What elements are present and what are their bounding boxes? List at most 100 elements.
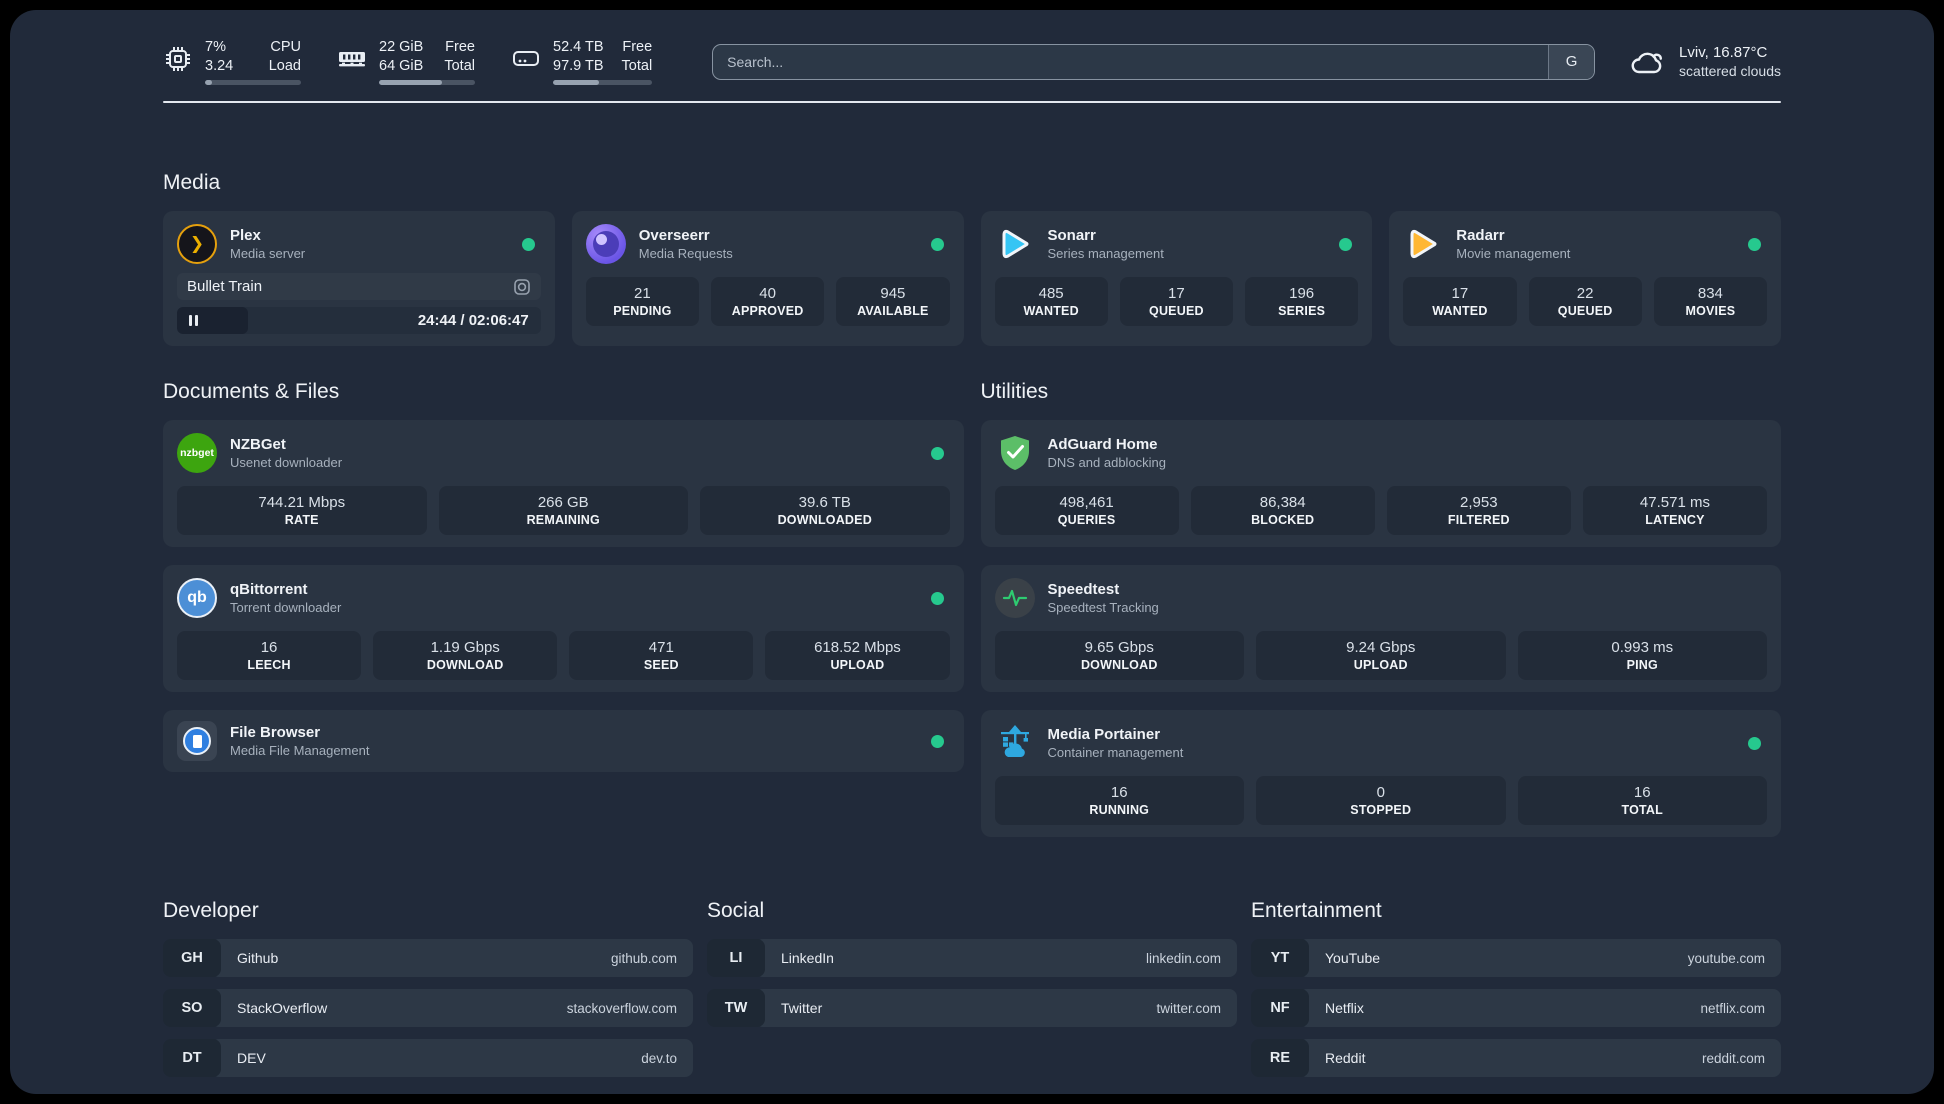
playback-progress-bar[interactable]: 24:44 / 02:06:47 bbox=[177, 307, 541, 335]
app-title: NZBGet bbox=[230, 436, 286, 454]
card-sonarr[interactable]: Sonarr Series management 485 WANTED 17 QUE… bbox=[980, 211, 1373, 347]
utilities-column: Utilities AdGuard Home DNS and adblockin… bbox=[980, 380, 1781, 838]
stat-chip: 16 RUNNING bbox=[994, 776, 1244, 826]
portainer-icon bbox=[1000, 725, 1029, 758]
app-subtitle: Media Requests bbox=[638, 246, 733, 262]
link-row-github[interactable]: GH Github github.com bbox=[163, 939, 693, 978]
status-dot-online bbox=[1339, 237, 1353, 251]
section-heading-documents: Documents & Files bbox=[163, 380, 340, 404]
stat-chip: 0.993 ms PING bbox=[1517, 631, 1767, 681]
system-stats: 7% 3.24 CPU Load bbox=[163, 38, 653, 86]
app-title: AdGuard Home bbox=[1047, 436, 1158, 454]
link-row-stackoverflow[interactable]: SO StackOverflow stackoverflow.com bbox=[163, 989, 693, 1028]
topbar-divider bbox=[163, 101, 1781, 104]
card-filebrowser[interactable]: File Browser Media File Management bbox=[163, 710, 964, 773]
section-heading-utilities: Utilities bbox=[980, 380, 1049, 404]
section-heading-media: Media bbox=[163, 171, 221, 195]
link-row-netflix[interactable]: NF Netflix netflix.com bbox=[1251, 989, 1781, 1028]
card-portainer[interactable]: Media Portainer Container management 16 R… bbox=[980, 710, 1781, 838]
now-playing-title: Bullet Train bbox=[187, 278, 263, 296]
disk-progress-bar bbox=[553, 80, 653, 86]
stat-chip: 17 QUEUED bbox=[1119, 277, 1233, 327]
card-plex[interactable]: ❯ Plex Media server Bullet Train 24:44 /… bbox=[163, 211, 555, 347]
disk-labels: Free Total bbox=[621, 39, 653, 74]
app-title: Media Portainer bbox=[1047, 726, 1161, 744]
link-bar[interactable]: YouTube youtube.com bbox=[1299, 939, 1781, 978]
app-subtitle: Series management bbox=[1047, 246, 1164, 262]
link-row-dev[interactable]: DT DEV dev.to bbox=[163, 1039, 693, 1078]
cpu-labels: CPU Load bbox=[268, 39, 301, 74]
link-bar[interactable]: Twitter twitter.com bbox=[755, 989, 1237, 1028]
cpu-icon bbox=[166, 47, 190, 71]
app-subtitle: Movie management bbox=[1456, 246, 1571, 262]
section-heading-entertainment: Entertainment bbox=[1251, 899, 1382, 923]
link-row-twitter[interactable]: TW Twitter twitter.com bbox=[707, 989, 1237, 1028]
app-subtitle: Container management bbox=[1047, 745, 1184, 761]
card-adguard[interactable]: AdGuard Home DNS and adblocking 498,461 Q… bbox=[980, 420, 1781, 548]
link-bar[interactable]: StackOverflow stackoverflow.com bbox=[211, 989, 693, 1028]
adguard-icon bbox=[1000, 436, 1029, 471]
link-tag: DT bbox=[163, 1039, 221, 1078]
app-title: Overseerr bbox=[638, 227, 710, 245]
link-tag: RE bbox=[1251, 1039, 1309, 1078]
ram-values: 22 GiB 64 GiB bbox=[379, 39, 424, 74]
app-title: Plex bbox=[230, 227, 261, 245]
link-bar[interactable]: Reddit reddit.com bbox=[1299, 1039, 1781, 1078]
link-row-linkedin[interactable]: LI LinkedIn linkedin.com bbox=[707, 939, 1237, 978]
stat-chip: 40 APPROVED bbox=[711, 277, 825, 327]
stat-chip: 86,384 BLOCKED bbox=[1190, 486, 1375, 536]
dashboard-panel: 7% 3.24 CPU Load bbox=[10, 10, 1934, 1094]
overseerr-icon bbox=[585, 224, 626, 265]
app-subtitle: Speedtest Tracking bbox=[1047, 600, 1159, 616]
entertainment-section: Entertainment YT YouTube youtube.com NF N… bbox=[1251, 899, 1781, 1089]
link-bar[interactable]: DEV dev.to bbox=[211, 1039, 693, 1078]
link-bar[interactable]: LinkedIn linkedin.com bbox=[755, 939, 1237, 978]
link-tag: GH bbox=[163, 939, 221, 978]
filebrowser-icon bbox=[177, 721, 217, 762]
playback-time: 24:44 / 02:06:47 bbox=[417, 312, 529, 330]
card-qbittorrent[interactable]: qb qBittorrent Torrent downloader 16 LEEC… bbox=[163, 565, 964, 693]
cloud-icon bbox=[1631, 52, 1663, 73]
stat-chip: 471 SEED bbox=[569, 631, 754, 681]
ram-labels: Free Total bbox=[444, 39, 475, 74]
card-radarr[interactable]: Radarr Movie management 17 WANTED 22 QUEUE… bbox=[1389, 211, 1781, 347]
link-bar[interactable]: Netflix netflix.com bbox=[1299, 989, 1781, 1028]
app-subtitle: Usenet downloader bbox=[230, 455, 343, 471]
ram-progress-bar bbox=[379, 80, 475, 86]
stat-chip: 1.19 Gbps DOWNLOAD bbox=[373, 631, 558, 681]
search-input[interactable] bbox=[713, 44, 1549, 79]
stat-chip: 47.571 ms LATENCY bbox=[1582, 486, 1767, 536]
ram-stat: 22 GiB 64 GiB Free Total bbox=[337, 38, 475, 86]
app-subtitle: Media File Management bbox=[230, 743, 370, 759]
status-dot-online bbox=[930, 446, 944, 460]
link-row-youtube[interactable]: YT YouTube youtube.com bbox=[1251, 939, 1781, 978]
weather-location-temp: Lviv, 16.87°C bbox=[1679, 43, 1768, 61]
link-tag: LI bbox=[707, 939, 765, 978]
card-speedtest[interactable]: Speedtest Speedtest Tracking 9.65 Gbps DO… bbox=[980, 565, 1781, 693]
app-title: File Browser bbox=[230, 724, 321, 742]
cpu-progress-bar bbox=[205, 80, 301, 86]
cpu-values: 7% 3.24 bbox=[205, 39, 234, 74]
status-dot-online bbox=[930, 591, 944, 605]
developer-section: Developer GH Github github.com SO StackOv… bbox=[163, 899, 693, 1089]
social-section: Social LI LinkedIn linkedin.com TW Twitte… bbox=[707, 899, 1237, 1089]
link-row-reddit[interactable]: RE Reddit reddit.com bbox=[1251, 1039, 1781, 1078]
link-bar[interactable]: Github github.com bbox=[211, 939, 693, 978]
qbittorrent-icon: qb bbox=[177, 578, 217, 619]
app-title: Radarr bbox=[1456, 227, 1505, 245]
nzbget-icon: nzbget bbox=[177, 433, 217, 474]
card-nzbget[interactable]: nzbget NZBGet Usenet downloader 744.21 M… bbox=[163, 420, 964, 548]
speedtest-icon bbox=[994, 578, 1035, 619]
card-overseerr[interactable]: Overseerr Media Requests 21 PENDING 40 APP… bbox=[571, 211, 964, 347]
stat-chip: 22 QUEUED bbox=[1528, 277, 1642, 327]
status-dot-online bbox=[930, 734, 944, 748]
search-provider-button[interactable]: G bbox=[1548, 44, 1595, 79]
stat-chip: 17 WANTED bbox=[1403, 277, 1517, 327]
status-dot-online bbox=[1748, 237, 1761, 251]
stat-chip: 21 PENDING bbox=[585, 277, 699, 327]
disk-values: 52.4 TB 97.9 TB bbox=[553, 39, 604, 74]
link-tag: YT bbox=[1251, 939, 1309, 978]
sonarr-icon bbox=[1002, 230, 1028, 259]
radarr-icon bbox=[1410, 230, 1437, 259]
disk-icon bbox=[513, 51, 539, 66]
